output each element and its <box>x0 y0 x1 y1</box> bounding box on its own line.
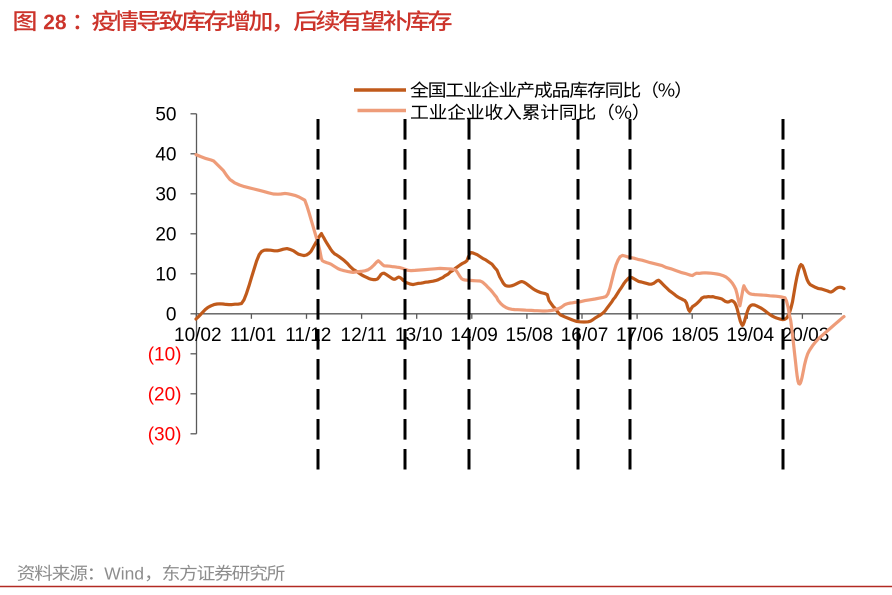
svg-text:30: 30 <box>155 184 176 205</box>
svg-text:0: 0 <box>166 304 177 325</box>
svg-text:13/10: 13/10 <box>395 325 443 346</box>
svg-text:18/05: 18/05 <box>671 325 719 346</box>
svg-text:15/08: 15/08 <box>506 325 554 346</box>
svg-text:11/12: 11/12 <box>285 325 331 346</box>
svg-text:16/07: 16/07 <box>561 325 609 346</box>
svg-text:40: 40 <box>155 144 176 165</box>
svg-text:12/11: 12/11 <box>341 325 387 346</box>
svg-text:17/06: 17/06 <box>616 325 664 346</box>
svg-text:14/09: 14/09 <box>450 325 498 346</box>
svg-text:10: 10 <box>155 264 176 285</box>
svg-text:(20): (20) <box>148 384 182 405</box>
svg-text:10/02: 10/02 <box>174 325 222 346</box>
svg-text:11/01: 11/01 <box>230 325 276 346</box>
svg-text:(30): (30) <box>148 424 182 445</box>
svg-text:19/04: 19/04 <box>727 325 775 346</box>
svg-text:20: 20 <box>155 224 176 245</box>
svg-text:(10): (10) <box>148 344 182 365</box>
svg-text:50: 50 <box>155 104 176 125</box>
